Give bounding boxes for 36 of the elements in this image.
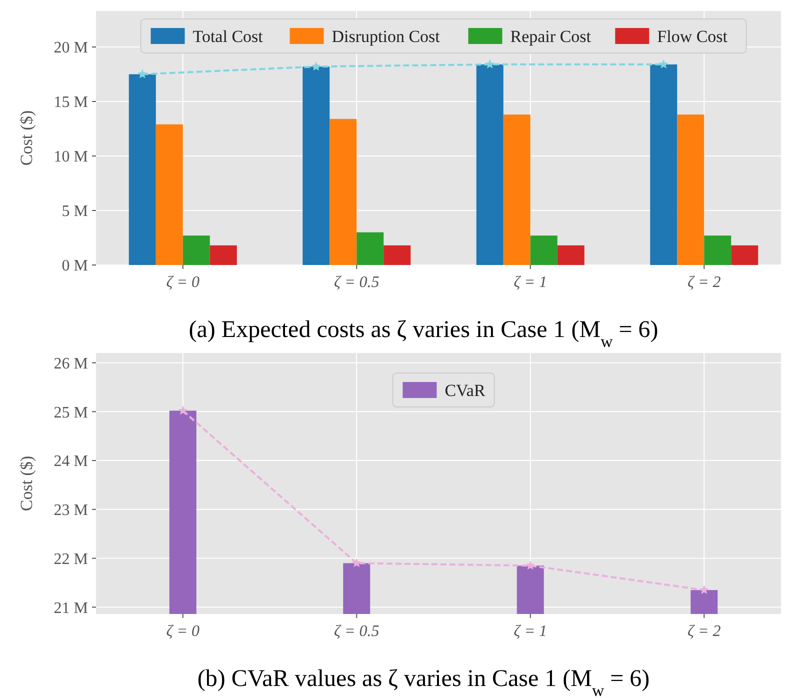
point (311, 62, 321, 71)
y-tick-label: 20 M (54, 40, 88, 57)
y-axis-title: Cost ($) (17, 110, 36, 166)
y-tick-label: 22 M (54, 550, 88, 568)
x-tick-label: ζ = 0.5 (334, 623, 380, 640)
y-tick-label: 21 M (54, 600, 88, 617)
y-tick-label: 0 M (62, 258, 88, 275)
point (178, 406, 188, 415)
legend-label: Disruption Cost (332, 26, 440, 46)
x-tick-label: ζ = 2 (687, 274, 721, 291)
y-tick-label: 23 M (54, 502, 88, 520)
legend-label: Repair Cost (510, 26, 592, 46)
y-tick-label: 24 M (54, 453, 88, 470)
legend-label: Flow Cost (657, 26, 728, 46)
legend-label: Total Cost (192, 26, 264, 46)
x-tick-label: ζ = 1 (514, 274, 548, 291)
point (138, 69, 148, 78)
y-tick-label: 26 M (54, 355, 88, 372)
x-tick-label: ζ = 2 (687, 623, 721, 640)
point (485, 59, 495, 68)
y-tick-label: 5 M (62, 203, 88, 220)
text: (a) Expected costs as ζ varies in Case 1 (M$_{w}$ = 6) (188, 317, 658, 350)
point (699, 585, 709, 594)
point (658, 59, 668, 68)
x-tick-label: ζ = 1 (514, 623, 548, 640)
point (526, 560, 536, 570)
y-tick-label: 15 M (54, 94, 88, 112)
y-axis-title: Cost ($) (17, 456, 36, 512)
x-tick-label: ζ = 0.5 (334, 274, 380, 291)
point (352, 558, 362, 568)
y-tick-label: 25 M (54, 404, 88, 422)
x-tick-label: ζ = 0 (166, 274, 200, 291)
y-tick-label: 10 M (54, 148, 88, 166)
text: (b) CVaR values as ζ varies in Case 1 (M$_{w}$ = 6) (197, 666, 650, 698)
legend-label: CVaR (444, 380, 486, 400)
x-tick-label: ζ = 0 (166, 623, 200, 640)
